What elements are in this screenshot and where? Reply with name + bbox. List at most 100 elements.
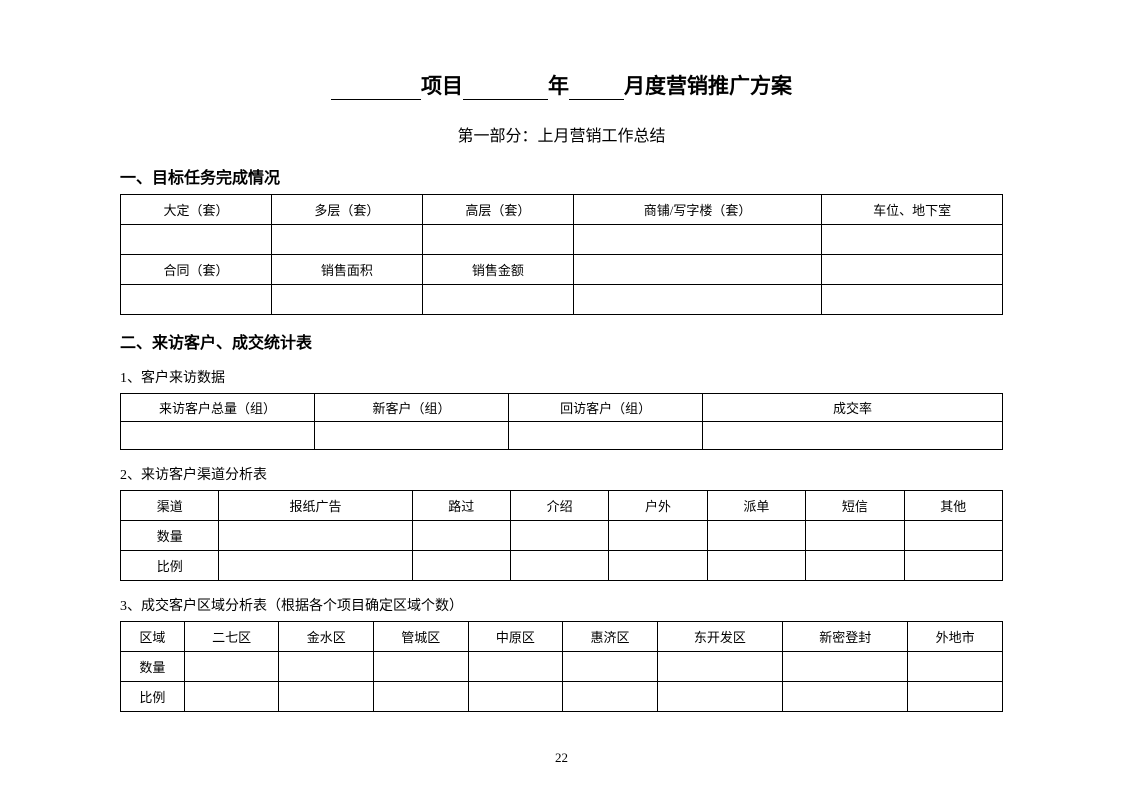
cell (908, 652, 1003, 682)
cell (806, 551, 904, 581)
cell: 新客户（组） (315, 394, 509, 422)
title-part-3: 月度营销推广方案 (624, 74, 792, 98)
cell (121, 225, 272, 255)
cell: 中原区 (468, 622, 563, 652)
visit-data-table: 来访客户总量（组） 新客户（组） 回访客户（组） 成交率 (120, 393, 1003, 450)
cell (271, 225, 422, 255)
cell (573, 285, 821, 315)
cell: 户外 (609, 491, 707, 521)
cell: 报纸广告 (219, 491, 412, 521)
subtitle: 第一部分：上月营销工作总结 (120, 122, 1003, 146)
cell: 多层（套） (271, 195, 422, 225)
cell (563, 682, 658, 712)
cell: 回访客户（组） (509, 394, 703, 422)
cell (707, 551, 805, 581)
cell (279, 682, 374, 712)
cell (271, 285, 422, 315)
cell: 外地市 (908, 622, 1003, 652)
cell (219, 521, 412, 551)
cell (908, 682, 1003, 712)
cell (703, 422, 1003, 450)
cell (510, 551, 608, 581)
cell (121, 285, 272, 315)
table-row: 来访客户总量（组） 新客户（组） 回访客户（组） 成交率 (121, 394, 1003, 422)
cell: 介绍 (510, 491, 608, 521)
cell (468, 682, 563, 712)
cell: 其他 (904, 491, 1002, 521)
blank-year (463, 78, 548, 100)
cell (468, 652, 563, 682)
cell (573, 225, 821, 255)
cell: 数量 (121, 521, 219, 551)
blank-project (331, 78, 421, 100)
cell: 成交率 (703, 394, 1003, 422)
table-row: 区域 二七区 金水区 管城区 中原区 惠济区 东开发区 新密登封 外地市 (121, 622, 1003, 652)
targets-table: 大定（套） 多层（套） 高层（套） 商铺/写字楼（套） 车位、地下室 合同（套）… (120, 194, 1003, 315)
cell: 比例 (121, 682, 185, 712)
title-part-2: 年 (548, 74, 569, 98)
table-row (121, 225, 1003, 255)
cell: 新密登封 (783, 622, 908, 652)
cell: 短信 (806, 491, 904, 521)
page-title: 项目年月度营销推广方案 (120, 70, 1003, 100)
sub3-heading: 3、成交客户区域分析表（根据各个项目确定区域个数） (120, 595, 1003, 615)
cell (219, 551, 412, 581)
cell (374, 682, 469, 712)
sub2-heading: 2、来访客户渠道分析表 (120, 464, 1003, 484)
cell (412, 521, 510, 551)
cell (563, 652, 658, 682)
cell (184, 682, 279, 712)
cell: 渠道 (121, 491, 219, 521)
cell (822, 285, 1003, 315)
cell: 惠济区 (563, 622, 658, 652)
cell (609, 521, 707, 551)
cell (904, 521, 1002, 551)
blank-month (569, 78, 624, 100)
cell: 比例 (121, 551, 219, 581)
cell (422, 225, 573, 255)
cell (609, 551, 707, 581)
channel-table: 渠道 报纸广告 路过 介绍 户外 派单 短信 其他 数量 比例 (120, 490, 1003, 581)
table-row: 数量 (121, 652, 1003, 682)
cell (315, 422, 509, 450)
section1-heading: 一、目标任务完成情况 (120, 164, 1003, 188)
cell (509, 422, 703, 450)
cell (422, 285, 573, 315)
cell: 东开发区 (657, 622, 782, 652)
section2-heading: 二、来访客户、成交统计表 (120, 329, 1003, 353)
cell: 数量 (121, 652, 185, 682)
cell (510, 521, 608, 551)
cell (657, 682, 782, 712)
page-number: 22 (0, 750, 1123, 766)
region-table: 区域 二七区 金水区 管城区 中原区 惠济区 东开发区 新密登封 外地市 数量 … (120, 621, 1003, 712)
table-row: 比例 (121, 551, 1003, 581)
table-row (121, 422, 1003, 450)
cell (657, 652, 782, 682)
cell (184, 652, 279, 682)
cell (279, 652, 374, 682)
cell: 来访客户总量（组） (121, 394, 315, 422)
cell: 车位、地下室 (822, 195, 1003, 225)
table-row: 合同（套） 销售面积 销售金额 (121, 255, 1003, 285)
cell (783, 652, 908, 682)
cell (904, 551, 1002, 581)
cell: 高层（套） (422, 195, 573, 225)
cell: 二七区 (184, 622, 279, 652)
table-row (121, 285, 1003, 315)
cell: 销售面积 (271, 255, 422, 285)
cell (374, 652, 469, 682)
cell: 合同（套） (121, 255, 272, 285)
table-row: 比例 (121, 682, 1003, 712)
cell: 派单 (707, 491, 805, 521)
cell (822, 255, 1003, 285)
table-row: 数量 (121, 521, 1003, 551)
cell: 商铺/写字楼（套） (573, 195, 821, 225)
cell (783, 682, 908, 712)
cell (707, 521, 805, 551)
cell (806, 521, 904, 551)
table-row: 渠道 报纸广告 路过 介绍 户外 派单 短信 其他 (121, 491, 1003, 521)
cell: 路过 (412, 491, 510, 521)
cell (822, 225, 1003, 255)
cell: 大定（套） (121, 195, 272, 225)
cell: 区域 (121, 622, 185, 652)
